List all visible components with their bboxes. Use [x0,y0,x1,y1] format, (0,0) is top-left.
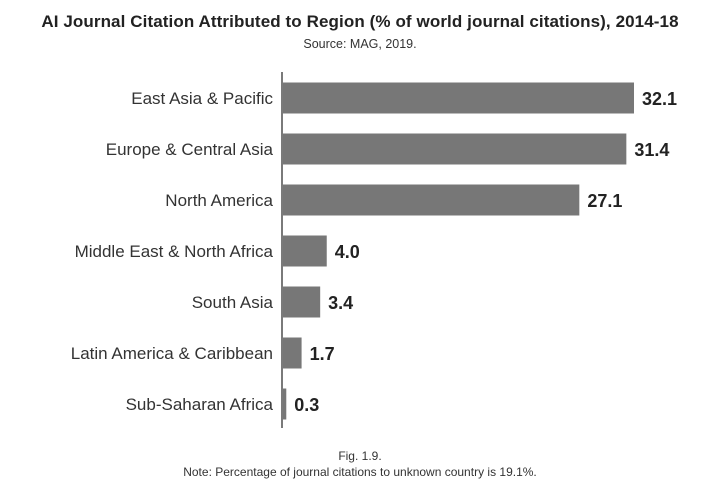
bar [283,388,287,420]
bar-chart: East Asia & Pacific 32.1 Europe & Central … [71,72,677,428]
category-label: Middle East & North Africa [75,242,274,261]
bar [283,184,580,216]
chart-subtitle: Source: MAG, 2019. [303,37,417,51]
bar [283,133,627,165]
figure-note: Note: Percentage of journal citations to… [183,465,537,479]
value-label: 27.1 [587,191,622,211]
category-label: Latin America & Caribbean [71,344,273,363]
figure-number: Fig. 1.9. [338,449,382,463]
value-label: 31.4 [634,140,669,160]
bar [283,235,327,267]
value-label: 0.3 [294,395,319,415]
category-label: East Asia & Pacific [131,89,273,108]
bar [283,82,634,114]
bar [283,337,302,369]
category-label: North America [165,191,273,210]
bar [283,286,321,318]
value-label: 3.4 [328,293,353,313]
chart-title: AI Journal Citation Attributed to Region… [41,12,679,31]
category-label: South Asia [192,293,274,312]
value-label: 4.0 [335,242,360,262]
value-label: 1.7 [310,344,335,364]
value-label: 32.1 [642,89,677,109]
category-label: Sub-Saharan Africa [126,395,274,414]
category-label: Europe & Central Asia [106,140,274,159]
